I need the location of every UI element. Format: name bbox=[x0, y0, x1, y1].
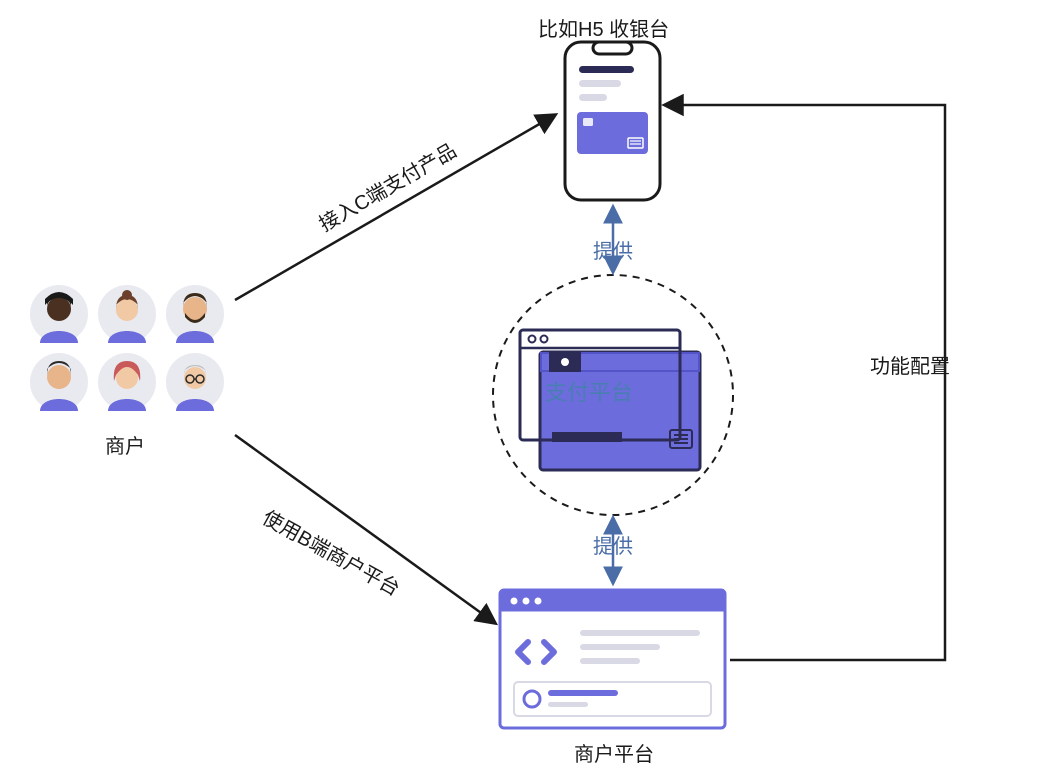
merchants-avatar-group bbox=[30, 285, 224, 411]
payment-platform-label: 支付平台 bbox=[545, 375, 633, 407]
edge-merchants-to-phone bbox=[235, 115, 555, 300]
avatar-1 bbox=[30, 285, 88, 343]
edge-config-path bbox=[665, 105, 945, 660]
avatar-5 bbox=[98, 353, 156, 411]
avatar-6 bbox=[166, 353, 224, 411]
phone-cashier-icon bbox=[565, 42, 660, 200]
avatar-4 bbox=[30, 353, 88, 411]
edge-label-provide-top: 提供 bbox=[593, 235, 633, 264]
merchants-label: 商户 bbox=[105, 430, 145, 459]
avatar-2 bbox=[98, 285, 156, 343]
edge-label-provide-bottom: 提供 bbox=[593, 530, 633, 559]
merchant-platform-label: 商户平台 bbox=[574, 738, 654, 767]
edge-label-config: 功能配置 bbox=[870, 350, 950, 379]
merchant-platform-icon bbox=[500, 590, 725, 728]
avatar-3 bbox=[166, 285, 224, 343]
phone-title-label: 比如H5 收银台 bbox=[538, 13, 669, 42]
